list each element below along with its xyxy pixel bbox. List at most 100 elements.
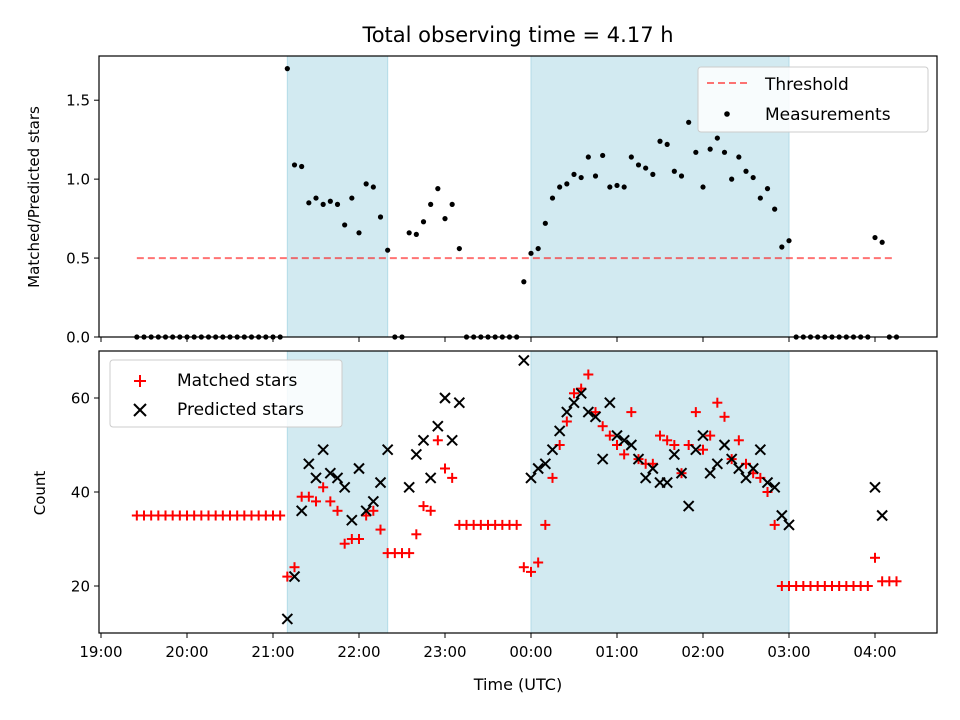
predicted-star-marker <box>281 613 294 625</box>
matched-star-marker <box>891 576 902 587</box>
axes-frame <box>98 55 938 338</box>
matched-star-marker <box>604 430 615 441</box>
predicted-star-marker <box>324 467 337 479</box>
x-tick-label: 22:00 <box>337 643 380 661</box>
measurement-point <box>693 149 699 155</box>
matched-star-marker <box>569 388 579 399</box>
measurement-point <box>714 135 720 141</box>
predicted-star-marker <box>697 429 709 442</box>
predicted-star-marker <box>568 396 580 409</box>
measurement-point <box>291 162 298 168</box>
measurement-point <box>327 198 333 204</box>
predicted-star-marker <box>532 462 544 475</box>
predicted-star-marker <box>432 420 444 432</box>
matched-star-marker <box>619 449 630 460</box>
matched-star-marker <box>769 519 780 530</box>
predicted-star-marker <box>596 453 609 465</box>
measurement-point <box>585 154 591 160</box>
predicted-star-marker <box>582 406 595 418</box>
measurement-point <box>428 201 434 207</box>
measurement-point <box>564 181 570 187</box>
x-axis-label: Time (UTC) <box>473 675 562 694</box>
measurement-point <box>678 173 685 179</box>
predicted-star-marker <box>360 505 372 517</box>
predicted-star-marker <box>589 411 602 423</box>
measurement-point <box>764 186 771 192</box>
matched-star-marker <box>547 472 558 483</box>
measurement-point <box>521 279 527 285</box>
measurement-point <box>370 184 376 190</box>
matched-legend-label: Matched stars <box>177 371 297 391</box>
measurement-point <box>299 163 305 170</box>
measurement-point <box>743 168 749 174</box>
measurement-point <box>707 146 713 152</box>
measurement-point <box>786 238 792 244</box>
predicted-star-marker <box>632 453 645 465</box>
chart-title: Total observing time = 4.17 h <box>361 23 673 47</box>
matched-star-marker <box>311 496 321 507</box>
y-tick-label: 40 <box>71 484 90 502</box>
matched-star-marker <box>518 562 529 573</box>
matched-star-marker <box>533 557 544 568</box>
predicted-star-marker <box>740 472 752 484</box>
measurement-point <box>342 222 348 228</box>
predicted-star-marker <box>711 458 724 470</box>
measurement-point <box>313 195 319 201</box>
matched-star-marker <box>425 505 436 516</box>
predicted-star-marker <box>367 495 380 508</box>
predicted-star-marker <box>381 443 394 456</box>
predicted-star-marker <box>553 425 566 437</box>
y-tick-label: 20 <box>71 578 90 596</box>
predicted-star-marker <box>518 354 530 367</box>
threshold-legend-label: Threshold <box>764 75 849 95</box>
matched-star-marker <box>339 538 350 549</box>
bottom-legend: Matched stars Predicted stars <box>109 359 343 428</box>
predicted-star-marker <box>374 476 387 489</box>
measurement-point <box>528 250 534 256</box>
predicted-star-marker <box>704 467 716 479</box>
measurement-point <box>614 182 620 189</box>
x-tick-label: 03:00 <box>767 643 810 661</box>
x-tick-label: 04:00 <box>853 643 896 661</box>
measurement-point <box>657 138 663 144</box>
predicted-star-marker <box>647 462 659 475</box>
x-tick-label: 01:00 <box>595 643 638 661</box>
measurement-point <box>592 173 599 179</box>
matched-star-marker <box>662 435 673 446</box>
matched-star-marker <box>733 435 744 446</box>
predicted-star-marker <box>604 396 616 409</box>
predicted-star-marker <box>446 434 458 447</box>
bottom-axes: 20 40 60 19:00 20:00 21:00 22:00 23:00 00:00 01:0… <box>71 350 938 661</box>
predicted-star-marker <box>417 434 430 447</box>
matched-star-markers <box>131 369 902 591</box>
matched-legend-swatch <box>134 375 146 387</box>
measurement-point <box>406 230 412 236</box>
measurement-point <box>750 174 756 181</box>
matched-star-marker <box>597 421 608 432</box>
measurement-point <box>664 141 670 148</box>
predicted-star-marker <box>661 476 673 489</box>
predicted-star-marker <box>288 570 301 583</box>
top-legend: Threshold Measurements <box>697 66 929 133</box>
measurement-point <box>757 195 763 201</box>
measurement-point <box>363 181 369 187</box>
matched-star-marker <box>411 529 422 540</box>
measurement-point <box>320 201 326 207</box>
predicted-star-marker <box>317 443 329 456</box>
x-tick-label: 20:00 <box>165 643 208 661</box>
predicted-star-marker <box>338 481 351 494</box>
measurement-point <box>578 174 584 181</box>
top-axes: 0.0 0.5 1.0 1.5 <box>66 55 938 347</box>
predicted-star-marker <box>625 439 638 451</box>
measurement-point <box>377 214 384 220</box>
measurement-point <box>356 230 362 236</box>
top-legend-box <box>697 66 929 133</box>
x-tick-label: 21:00 <box>251 643 294 661</box>
predicted-star-marker <box>424 472 437 484</box>
predicted-star-marker <box>718 439 731 451</box>
matched-star-marker <box>655 430 665 441</box>
y-tick-label: 60 <box>71 390 90 408</box>
measurement-point <box>456 245 462 252</box>
measurement-point <box>420 219 427 225</box>
predicted-star-marker <box>869 481 881 494</box>
